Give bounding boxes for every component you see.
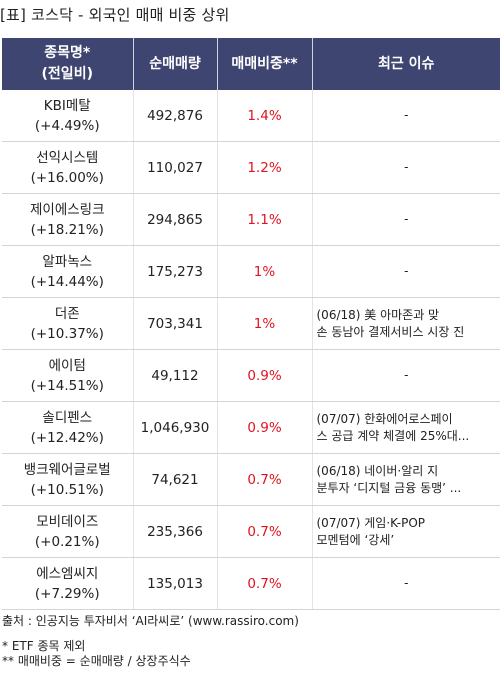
recent-issue: -	[312, 193, 500, 246]
stock-name-cell: 에스엠씨지 (+7.29%)	[2, 557, 134, 610]
header-issue: 최근 이슈	[312, 38, 500, 90]
net-volume: 110,027	[133, 141, 218, 194]
recent-issue: -	[312, 557, 500, 610]
table-row: 선익시스템 (+16.00%) 110,027 1.2% -	[2, 141, 500, 194]
source-note: 출처 : 인공지능 투자비서 ‘AI라씨로’ (www.rassiro.com)	[2, 614, 299, 628]
stock-name: 선익시스템	[36, 149, 99, 166]
stock-change: (+0.21%)	[34, 533, 100, 550]
stock-name: 모비데이즈	[36, 513, 99, 530]
stock-change: (+10.51%)	[30, 481, 104, 498]
trade-ratio: 1%	[217, 245, 313, 298]
issue-line-2[interactable]: 분투자 ‘디지털 금융 동맹’ ...	[316, 480, 462, 495]
stock-name-cell: 솔디펜스 (+12.42%)	[2, 401, 134, 454]
stock-change: (+14.51%)	[30, 377, 104, 394]
footnote-ratio: ** 매매비중 = 순매매량 / 상장주식수	[2, 654, 191, 668]
header-volume: 순매매량	[133, 38, 218, 90]
trade-ratio: 1.1%	[217, 193, 313, 246]
net-volume: 135,013	[133, 557, 218, 610]
net-volume: 703,341	[133, 297, 218, 350]
net-volume: 175,273	[133, 245, 218, 298]
stock-name-cell: KBI메탈 (+4.49%)	[2, 90, 134, 142]
stock-name: KBI메탈	[43, 97, 91, 114]
table-body: KBI메탈 (+4.49%) 492,876 1.4% - 선익시스템 (+16.00%) 1…	[2, 90, 500, 610]
stock-name-cell: 더존 (+10.37%)	[2, 297, 134, 350]
table-row: 솔디펜스 (+12.42%) 1,046,930 0.9% (07/07) 한화에어로스…	[2, 401, 500, 454]
stock-name-cell: 모비데이즈 (+0.21%)	[2, 505, 134, 558]
recent-issue: -	[312, 141, 500, 194]
stock-name: 솔디펜스	[42, 409, 93, 426]
issue-line-2[interactable]: 손 동남아 결제서비스 시장 진	[316, 324, 465, 339]
stock-change: (+12.42%)	[30, 429, 104, 446]
footnote-etf: * ETF 종목 제외	[2, 639, 86, 653]
issue-line-1[interactable]: (07/07) 한화에어로스페이	[316, 411, 453, 426]
header-name: 종목명* (전일비)	[2, 38, 134, 90]
recent-issue[interactable]: (07/07) 게임·K-POP 모멘텀에 ‘강세’	[312, 505, 500, 558]
stock-name-cell: 에이텀 (+14.51%)	[2, 349, 134, 402]
issue-line-1[interactable]: (06/18) 네이버·알리 지	[316, 463, 439, 478]
stock-change: (+10.37%)	[30, 325, 104, 342]
table-title: [표] 코스닥 - 외국인 매매 비중 상위	[0, 6, 230, 24]
recent-issue: -	[312, 90, 500, 142]
trade-ratio: 1.2%	[217, 141, 313, 194]
stock-change: (+18.21%)	[30, 221, 104, 238]
issue-line-2[interactable]: 스 공급 계약 체결에 25%대...	[316, 428, 470, 443]
table-row: 뱅크웨어글로벌 (+10.51%) 74,621 0.7% (06/18) 네이버·알리…	[2, 453, 500, 506]
trade-ratio: 1.4%	[217, 90, 313, 142]
stock-name-cell: 알파녹스 (+14.44%)	[2, 245, 134, 298]
net-volume: 49,112	[133, 349, 218, 402]
stock-name: 에스엠씨지	[36, 565, 99, 582]
net-volume: 492,876	[133, 90, 218, 142]
stock-name-cell: 제이에스링크 (+18.21%)	[2, 193, 134, 246]
header-ratio: 매매비중**	[217, 38, 313, 90]
table-row: 알파녹스 (+14.44%) 175,273 1% -	[2, 245, 500, 298]
header-name-line2: (전일비)	[41, 66, 93, 82]
recent-issue: -	[312, 245, 500, 298]
trade-ratio: 0.7%	[217, 557, 313, 610]
stock-name: 뱅크웨어글로벌	[23, 461, 111, 478]
stock-change: (+14.44%)	[30, 273, 104, 290]
net-volume: 74,621	[133, 453, 218, 506]
trade-ratio: 0.9%	[217, 401, 313, 454]
trade-ratio: 0.7%	[217, 505, 313, 558]
trade-ratio: 0.9%	[217, 349, 313, 402]
stock-name: 에이텀	[48, 357, 86, 374]
net-volume: 235,366	[133, 505, 218, 558]
data-table: 종목명* (전일비) 순매매량 매매비중** 최근 이슈 KBI메탈 (+4.49…	[2, 38, 500, 610]
issue-line-1[interactable]: (07/07) 게임·K-POP	[316, 515, 426, 530]
issue-line-1[interactable]: (06/18) 美 아마존과 맞	[316, 307, 440, 322]
table-row: KBI메탈 (+4.49%) 492,876 1.4% -	[2, 90, 500, 142]
table-row: 에이텀 (+14.51%) 49,112 0.9% -	[2, 349, 500, 402]
stock-change: (+16.00%)	[30, 169, 104, 186]
header-row: 종목명* (전일비) 순매매량 매매비중** 최근 이슈	[2, 38, 500, 90]
stock-name: 제이에스링크	[29, 201, 105, 218]
stock-change: (+4.49%)	[34, 117, 100, 134]
trade-ratio: 1%	[217, 297, 313, 350]
stock-change: (+7.29%)	[34, 585, 100, 602]
table-row: 에스엠씨지 (+7.29%) 135,013 0.7% -	[2, 557, 500, 610]
stock-name-cell: 선익시스템 (+16.00%)	[2, 141, 134, 194]
table-row: 모비데이즈 (+0.21%) 235,366 0.7% (07/07) 게임·K-POP…	[2, 505, 500, 558]
stock-name-cell: 뱅크웨어글로벌 (+10.51%)	[2, 453, 134, 506]
table-row: 제이에스링크 (+18.21%) 294,865 1.1% -	[2, 193, 500, 246]
stock-name: 알파녹스	[42, 253, 93, 270]
stock-name: 더존	[54, 305, 80, 322]
header-name-line1: 종목명*	[44, 45, 91, 61]
net-volume: 1,046,930	[133, 401, 218, 454]
recent-issue: -	[312, 349, 500, 402]
net-volume: 294,865	[133, 193, 218, 246]
trade-ratio: 0.7%	[217, 453, 313, 506]
issue-line-2[interactable]: 모멘텀에 ‘강세’	[316, 532, 395, 547]
